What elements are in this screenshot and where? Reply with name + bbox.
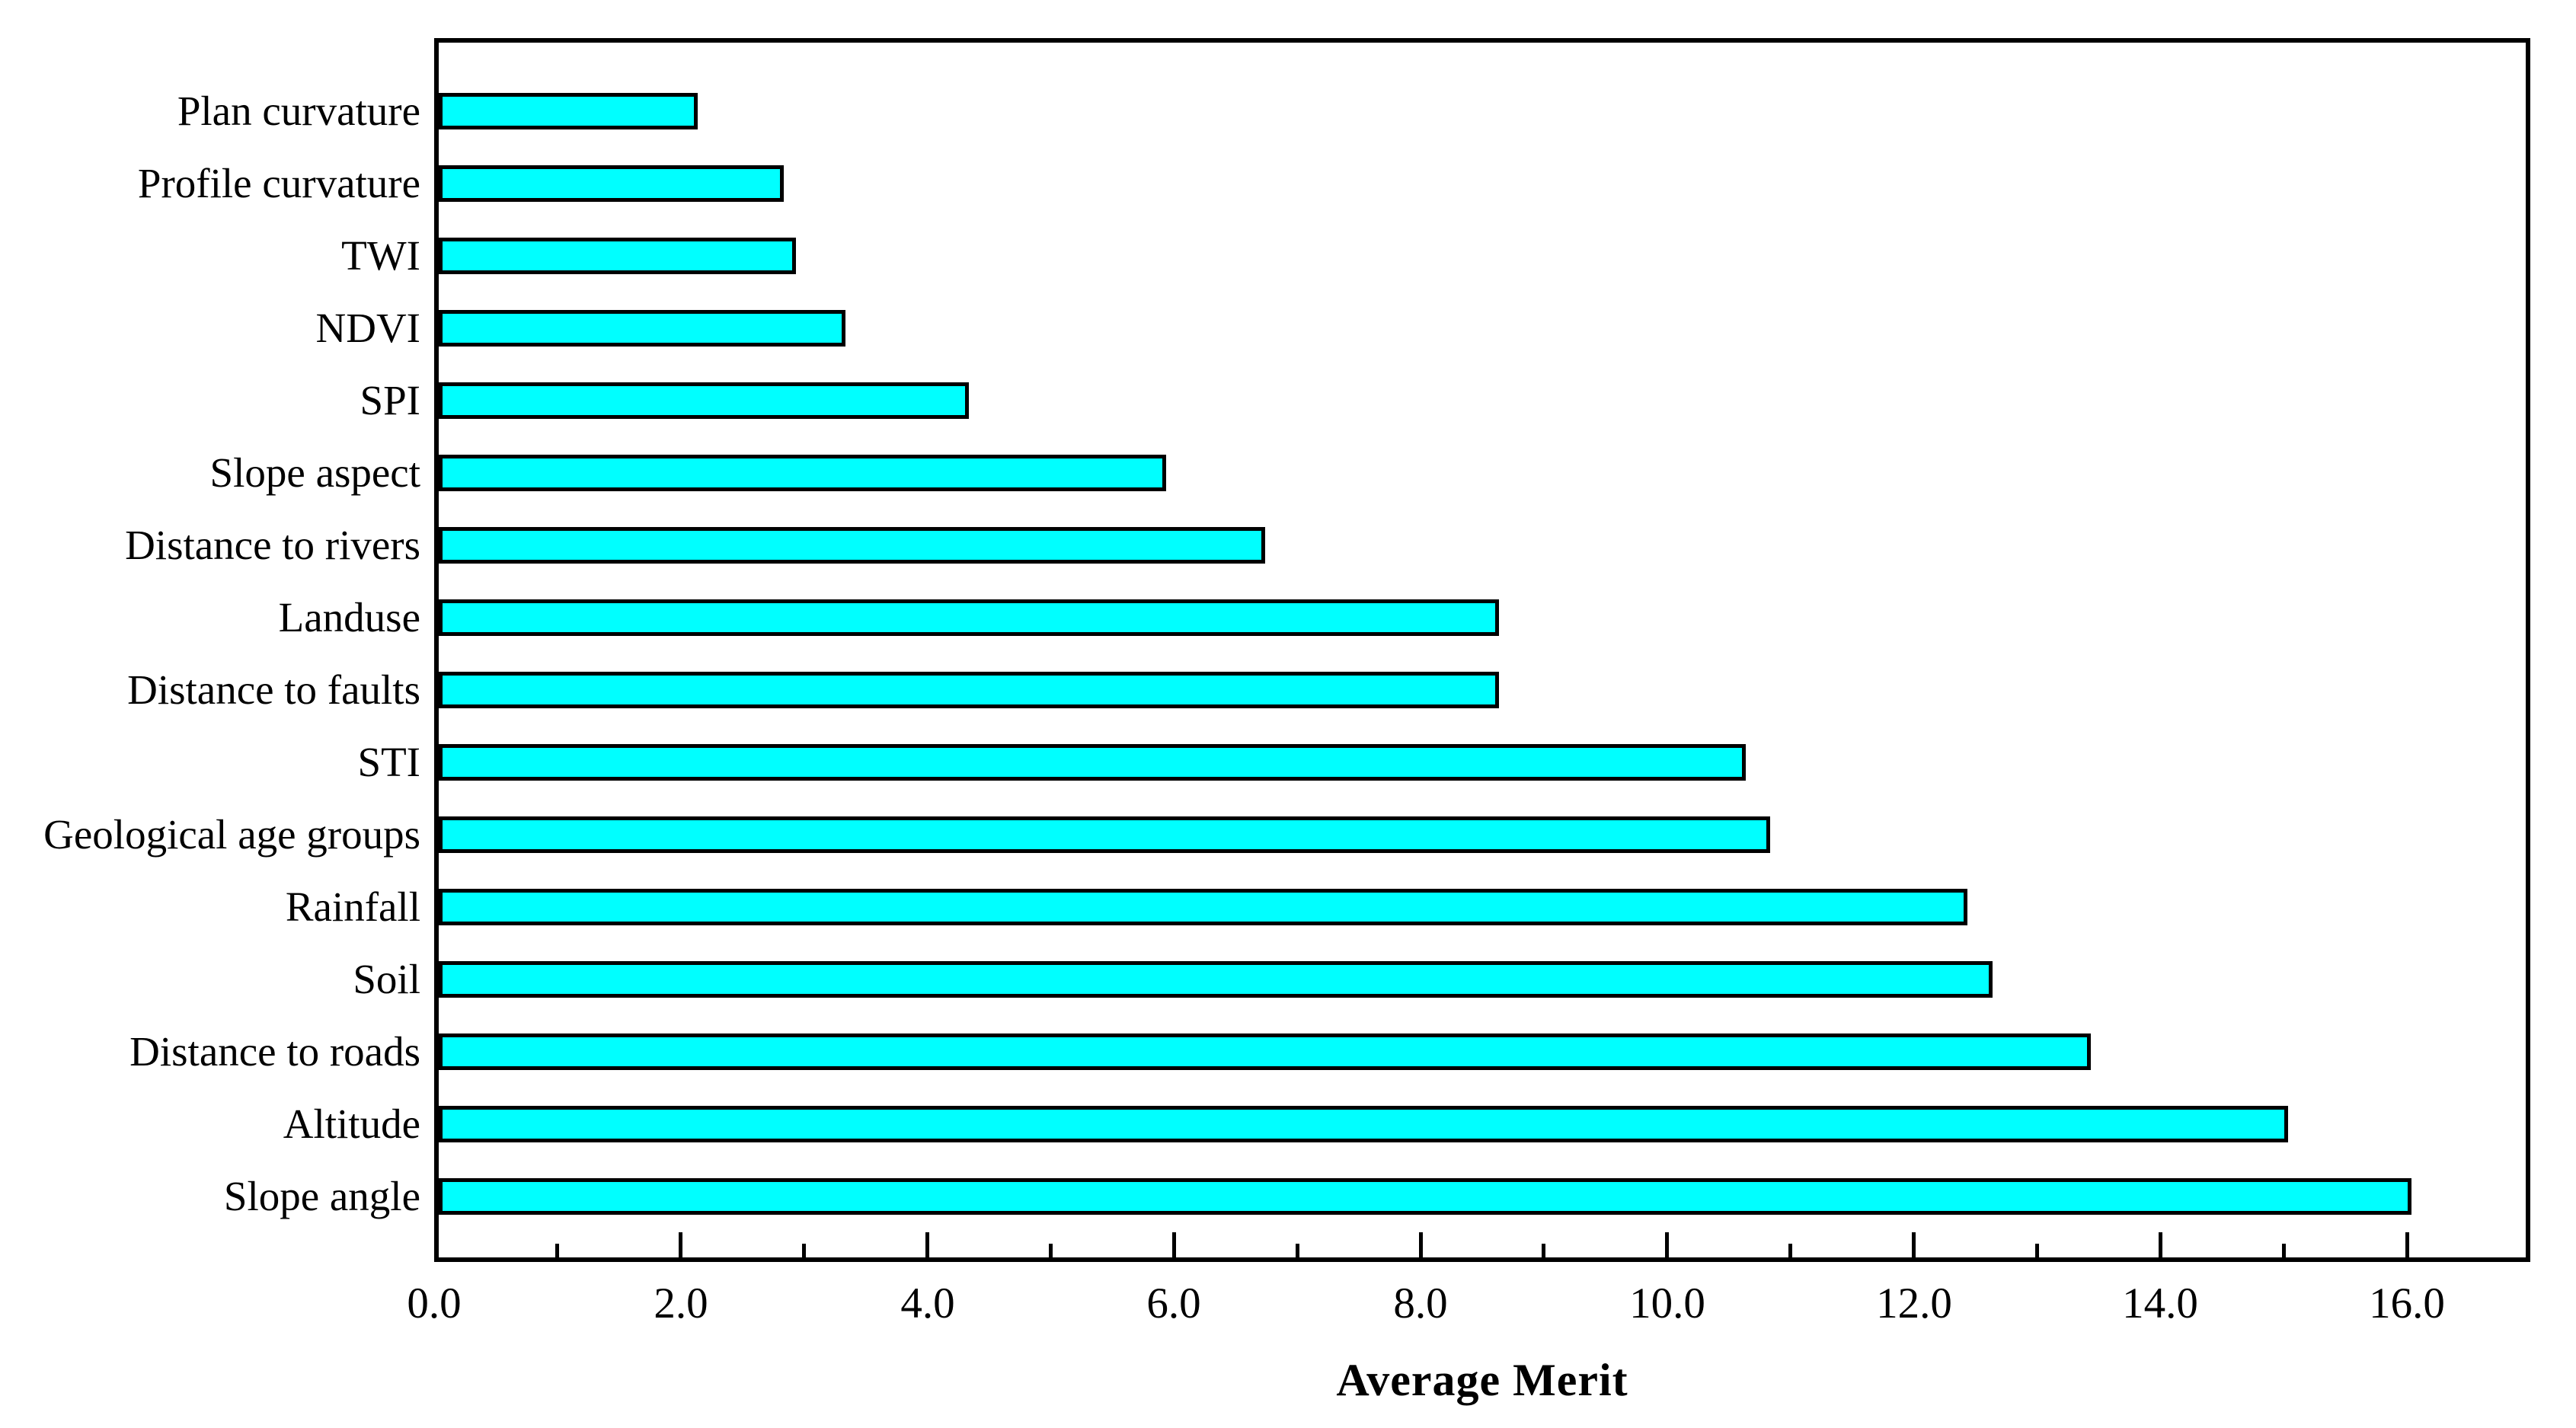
bar-spi [439, 382, 969, 419]
x-axis-major-tick [2159, 1232, 2162, 1257]
bar-slope-aspect [439, 455, 1166, 491]
x-tick-label: 0.0 [407, 1279, 462, 1327]
category-label: Soil [353, 956, 420, 1002]
x-axis-minor-tick [555, 1244, 559, 1257]
x-axis-major-tick [1912, 1232, 1916, 1257]
category-label: Altitude [283, 1101, 420, 1147]
x-axis-minor-tick [1296, 1244, 1299, 1257]
x-axis-minor-tick [802, 1244, 806, 1257]
category-label: Slope angle [223, 1173, 420, 1219]
x-tick-label: 12.0 [1876, 1279, 1952, 1327]
bar-landuse [439, 599, 1499, 636]
bar-distance-to-faults [439, 672, 1499, 708]
x-axis-minor-tick [2035, 1244, 2039, 1257]
category-label: STI [357, 739, 421, 785]
bar-plan-curvature [439, 93, 698, 129]
x-tick-label: 8.0 [1393, 1279, 1448, 1327]
x-tick-label: 16.0 [2369, 1279, 2445, 1327]
category-label: Slope aspect [209, 449, 420, 496]
bar-soil [439, 961, 1993, 998]
bar-rainfall [439, 889, 1967, 925]
x-axis-minor-tick [1788, 1244, 1792, 1257]
x-axis-minor-tick [2282, 1244, 2286, 1257]
category-label: Distance to faults [127, 666, 420, 713]
category-label: TWI [341, 232, 420, 279]
x-tick-label: 6.0 [1146, 1279, 1201, 1327]
bar-altitude [439, 1106, 2288, 1142]
category-label: Profile curvature [137, 160, 420, 206]
bar-geological-age-groups [439, 816, 1770, 853]
x-tick-label: 14.0 [2122, 1279, 2198, 1327]
x-axis-major-tick [679, 1232, 682, 1257]
bar-distance-to-rivers [439, 527, 1265, 564]
x-axis-major-tick [2405, 1232, 2409, 1257]
x-axis-minor-tick [1049, 1244, 1053, 1257]
x-axis-major-tick [1172, 1232, 1176, 1257]
category-label: Landuse [278, 594, 420, 641]
category-label: NDVI [315, 305, 420, 351]
x-axis-major-tick [925, 1232, 929, 1257]
x-axis-major-tick [1665, 1232, 1669, 1257]
x-tick-label: 2.0 [654, 1279, 708, 1327]
category-label: Plan curvature [177, 88, 420, 134]
bar-profile-curvature [439, 165, 784, 202]
category-label: Distance to roads [129, 1028, 420, 1075]
plot-area [434, 38, 2530, 1262]
x-tick-label: 10.0 [1629, 1279, 1705, 1327]
category-label: Geological age groups [43, 811, 420, 858]
category-label: SPI [360, 377, 421, 423]
x-tick-label: 4.0 [900, 1279, 955, 1327]
x-axis-title: Average Merit [1336, 1355, 1628, 1405]
category-label: Distance to rivers [125, 522, 420, 568]
bar-sti [439, 744, 1746, 781]
category-label: Rainfall [285, 883, 420, 930]
x-axis-major-tick [1419, 1232, 1423, 1257]
x-axis-minor-tick [1542, 1244, 1545, 1257]
bar-distance-to-roads [439, 1033, 2091, 1070]
bar-slope-angle [439, 1178, 2411, 1215]
bar-ndvi [439, 310, 845, 347]
bar-twi [439, 238, 796, 274]
